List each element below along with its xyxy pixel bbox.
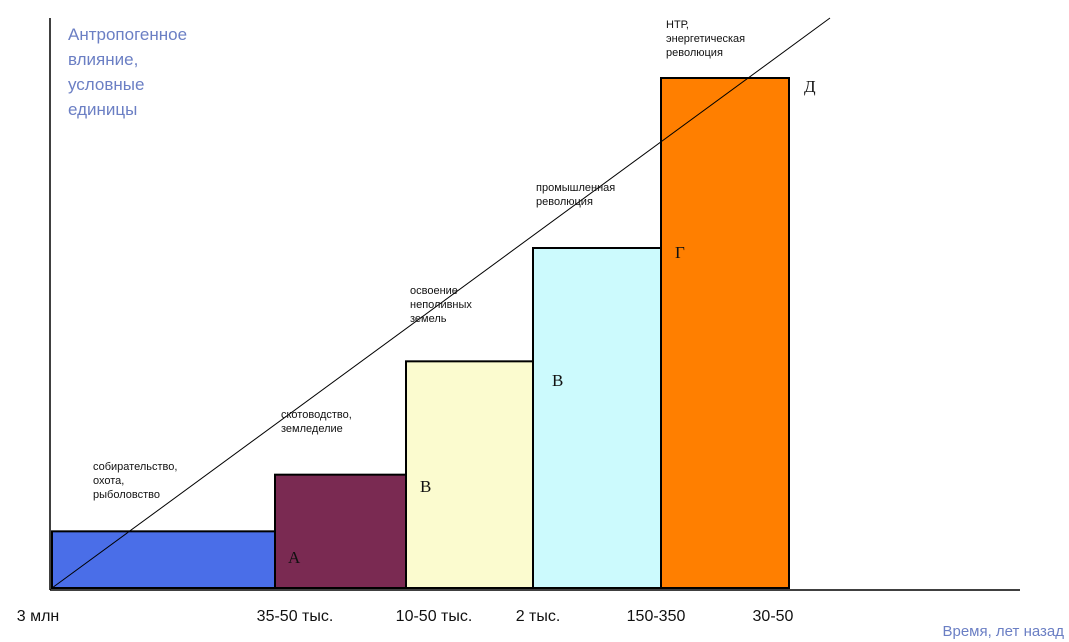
point-label: В [552,371,563,390]
axes-group [49,18,1020,591]
step-annotations: собирательство, охота, рыболовство скотовод… [93,19,745,501]
x-tick-label: 10-50 тыс. [396,608,473,625]
bar-step [532,247,662,589]
x-tick-label: 2 тыс. [516,608,561,625]
x-tick-label: 150-350 [627,608,686,625]
step-annotation-line: неполивных [410,299,472,311]
point-label: В [420,477,431,496]
x-tick-labels: 3 млн 35-50 тыс. 10-50 тыс. 2 тыс. 150-350 30… [17,608,794,625]
x-axis-label: Время, лет назад [942,623,1064,640]
point-label: Д [804,77,816,96]
y-axis-label-line: Антропогенное [68,25,187,44]
point-labels: А В В Г Д [288,77,816,567]
bar-step [405,360,534,590]
step-annotation-line: промышленная [536,182,615,194]
step-annotation-line: собирательство, [93,461,177,473]
y-axis-label-line: единицы [68,100,137,119]
bar-step [274,473,407,589]
bars-group [51,77,790,590]
step-annotation-line: революция [536,196,593,208]
x-tick-label: 3 млн [17,608,60,625]
step-annotation-line: энергетическая [666,33,745,45]
x-tick-label: 30-50 [753,608,794,625]
x-tick-label: 35-50 тыс. [257,608,334,625]
y-axis-label-line: влияние, [68,50,138,69]
bar-step [51,530,276,589]
step-annotation-line: рыболовство [93,489,160,501]
step-annotation-line: НТР, [666,19,689,31]
trend-line [51,17,831,589]
step-annotation-line: освоение [410,285,458,297]
step-annotation-line: революция [666,47,723,59]
step-annotation-line: земель [410,313,447,325]
bar-step [660,77,790,589]
step-annotation-line: охота, [93,475,124,487]
point-label: Г [675,243,685,262]
step-annotation-line: скотоводство, [281,409,352,421]
step-annotation-line: земледелие [281,423,343,435]
point-label: А [288,548,301,567]
y-axis-label-line: условные [68,75,144,94]
